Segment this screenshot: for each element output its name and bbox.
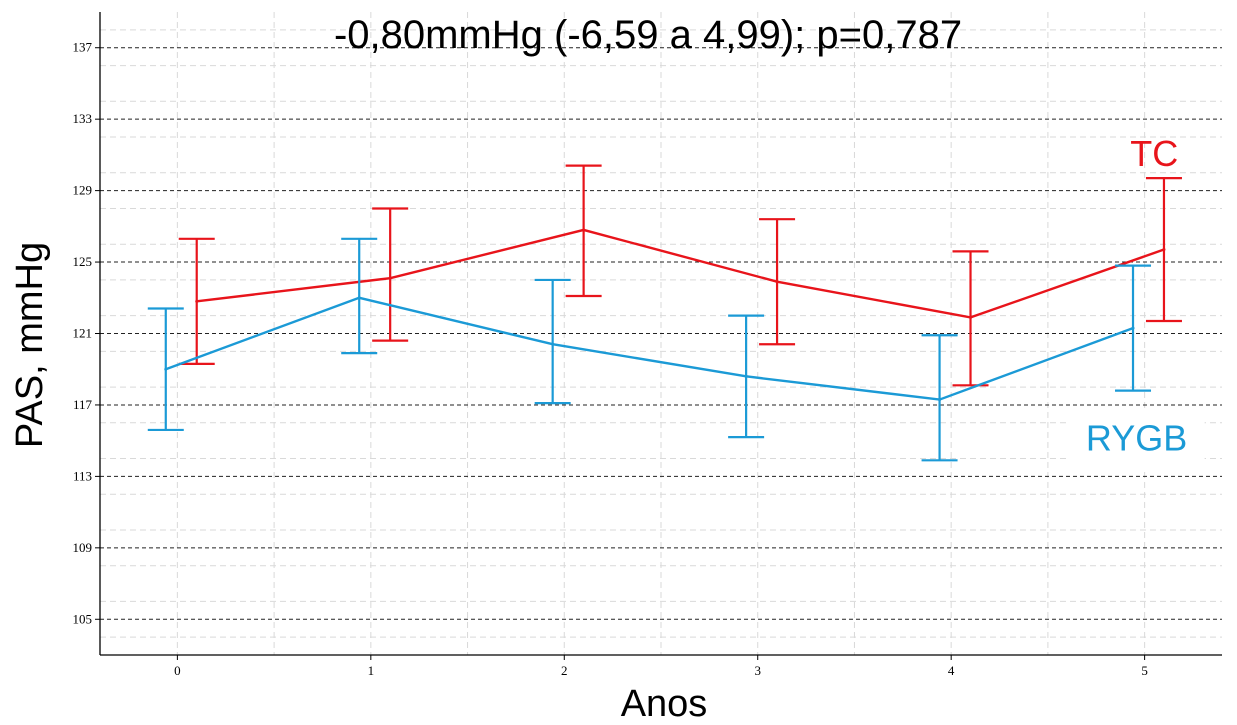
data-point <box>744 374 748 378</box>
x-tick-label: 4 <box>948 663 955 678</box>
x-tick-label: 2 <box>561 663 568 678</box>
data-point <box>164 367 168 371</box>
y-tick-label: 113 <box>73 468 92 483</box>
y-tick-label: 121 <box>73 326 93 341</box>
data-point <box>357 296 361 300</box>
data-point <box>1131 326 1135 330</box>
x-axis-title: Anos <box>621 683 708 725</box>
series-tc <box>178 164 1182 387</box>
y-tick-label: 109 <box>73 540 93 555</box>
axes <box>95 12 1222 660</box>
data-point <box>582 228 586 232</box>
y-tick-label: 133 <box>73 111 93 126</box>
x-tick-label: 1 <box>368 663 375 678</box>
data-point <box>195 299 199 303</box>
data-point <box>775 280 779 284</box>
series <box>147 164 1182 462</box>
series-line <box>165 296 1134 401</box>
data-point <box>938 398 942 402</box>
series-label-background <box>1069 408 1205 469</box>
data-point <box>1162 248 1166 252</box>
chart-title: -0,80mmHg (-6,59 a 4,99); p=0,787 <box>334 13 962 57</box>
data-point <box>969 315 973 319</box>
series-label-rygb: RYGB <box>1086 418 1187 459</box>
y-tick-label: 125 <box>73 254 93 269</box>
series-rygb <box>147 237 1152 462</box>
data-point <box>551 342 555 346</box>
data-point <box>388 276 392 280</box>
series-line <box>196 228 1165 319</box>
grid <box>100 12 1222 655</box>
x-tick-label: 3 <box>754 663 761 678</box>
y-tick-label: 129 <box>73 183 93 198</box>
x-tick-label: 5 <box>1141 663 1148 678</box>
x-tick-label: 0 <box>174 663 181 678</box>
series-label-tc: TC <box>1130 133 1178 174</box>
series-labels: TC RYGB <box>1069 133 1205 469</box>
tick-labels: 105 109 113 117 121 125 129 133 137 0 1 2 3 4 5 <box>73 40 1148 678</box>
y-axis-title: PAS, mmHg <box>9 242 51 448</box>
y-tick-label: 105 <box>73 611 93 626</box>
y-tick-label: 117 <box>73 397 93 412</box>
y-tick-label: 137 <box>73 40 93 55</box>
